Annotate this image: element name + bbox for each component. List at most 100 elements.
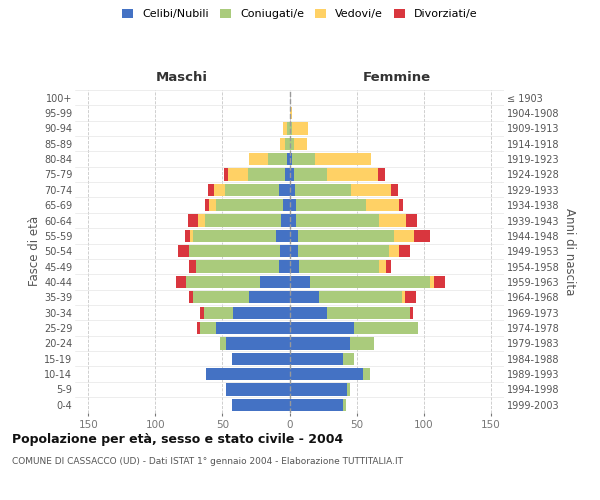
Bar — [351, 184, 391, 196]
Bar — [406, 214, 417, 226]
Bar — [188, 214, 199, 226]
Bar — [290, 276, 310, 288]
Bar — [214, 184, 225, 196]
Bar — [279, 184, 290, 196]
Text: Maschi: Maschi — [156, 71, 208, 84]
Bar — [185, 230, 190, 242]
Bar — [216, 322, 290, 334]
Bar — [290, 291, 319, 304]
Bar — [283, 199, 290, 211]
Bar — [204, 306, 233, 319]
Bar — [379, 260, 386, 272]
Bar — [290, 398, 343, 411]
Bar — [378, 168, 385, 180]
Bar — [283, 122, 287, 134]
Bar — [366, 199, 400, 211]
Bar — [224, 168, 228, 180]
Bar — [232, 398, 290, 411]
Bar — [290, 107, 292, 119]
Bar — [354, 322, 418, 334]
Y-axis label: Fasce di età: Fasce di età — [28, 216, 41, 286]
Bar — [292, 122, 308, 134]
Bar — [299, 260, 379, 272]
Bar — [233, 306, 290, 319]
Bar — [286, 138, 290, 150]
Bar — [290, 245, 298, 258]
Bar — [350, 337, 374, 349]
Bar — [405, 291, 416, 304]
Bar — [410, 306, 413, 319]
Bar — [296, 214, 379, 226]
Bar — [280, 138, 286, 150]
Bar — [310, 276, 430, 288]
Bar — [200, 322, 216, 334]
Bar — [220, 337, 226, 349]
Bar — [290, 153, 292, 165]
Bar — [327, 168, 378, 180]
Bar — [216, 199, 283, 211]
Bar — [290, 368, 363, 380]
Bar — [315, 153, 371, 165]
Bar — [347, 384, 350, 396]
Bar — [178, 245, 189, 258]
Bar — [193, 230, 276, 242]
Bar — [298, 230, 394, 242]
Bar — [190, 230, 193, 242]
Bar — [363, 368, 370, 380]
Bar — [295, 184, 351, 196]
Bar — [226, 384, 290, 396]
Y-axis label: Anni di nascita: Anni di nascita — [563, 208, 576, 295]
Bar — [206, 368, 290, 380]
Bar — [281, 214, 290, 226]
Bar — [248, 168, 286, 180]
Bar — [391, 184, 398, 196]
Bar — [199, 214, 205, 226]
Bar — [228, 168, 248, 180]
Bar — [189, 260, 196, 272]
Bar — [209, 199, 216, 211]
Bar — [389, 245, 400, 258]
Bar — [226, 337, 290, 349]
Legend: Celibi/Nubili, Coniugati/e, Vedovi/e, Divorziati/e: Celibi/Nubili, Coniugati/e, Vedovi/e, Di… — [119, 6, 481, 22]
Bar — [290, 230, 298, 242]
Bar — [293, 138, 307, 150]
Bar — [386, 260, 391, 272]
Bar — [290, 168, 293, 180]
Bar — [400, 245, 410, 258]
Bar — [249, 153, 268, 165]
Bar — [290, 184, 295, 196]
Bar — [189, 245, 280, 258]
Bar — [186, 276, 260, 288]
Bar — [205, 199, 209, 211]
Bar — [296, 199, 366, 211]
Bar — [290, 306, 327, 319]
Bar — [434, 276, 445, 288]
Bar — [290, 122, 292, 134]
Bar — [196, 260, 279, 272]
Text: Femmine: Femmine — [362, 71, 431, 84]
Bar — [279, 260, 290, 272]
Bar — [293, 168, 327, 180]
Bar — [290, 138, 293, 150]
Bar — [290, 199, 296, 211]
Bar — [286, 168, 290, 180]
Bar — [430, 276, 434, 288]
Bar — [260, 276, 290, 288]
Bar — [290, 322, 354, 334]
Bar — [176, 276, 186, 288]
Bar — [290, 260, 299, 272]
Bar — [400, 199, 403, 211]
Bar — [343, 352, 354, 365]
Bar — [379, 214, 406, 226]
Bar — [327, 306, 410, 319]
Bar — [200, 306, 204, 319]
Text: Popolazione per età, sesso e stato civile - 2004: Popolazione per età, sesso e stato civil… — [12, 432, 343, 446]
Bar — [290, 352, 343, 365]
Bar — [205, 214, 281, 226]
Bar — [232, 352, 290, 365]
Bar — [189, 291, 193, 304]
Text: COMUNE DI CASSACCO (UD) - Dati ISTAT 1° gennaio 2004 - Elaborazione TUTTITALIA.I: COMUNE DI CASSACCO (UD) - Dati ISTAT 1° … — [12, 458, 403, 466]
Bar — [292, 153, 315, 165]
Bar — [290, 214, 296, 226]
Bar — [319, 291, 402, 304]
